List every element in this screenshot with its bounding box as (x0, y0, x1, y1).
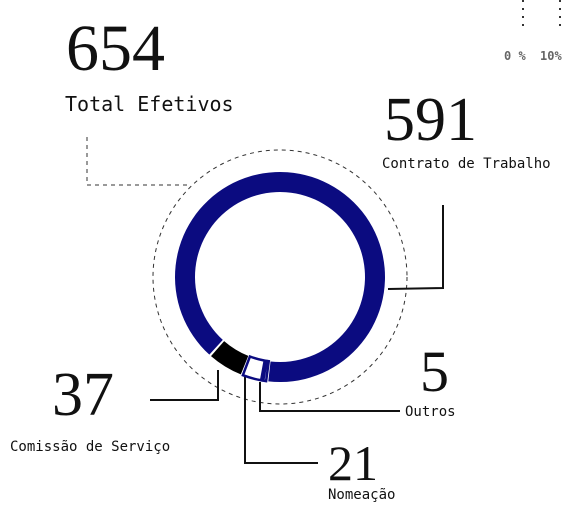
donut-segment (175, 172, 385, 383)
value-label: 5 (420, 339, 449, 404)
value-label: 21 (328, 435, 378, 491)
leader-line (387, 205, 444, 290)
category-label: Nomeação (328, 487, 395, 503)
leader-line (150, 370, 219, 401)
category-label: Comissão de Serviço (10, 439, 170, 455)
total-label: Total Efetivos (65, 92, 234, 116)
donut-segment (241, 354, 267, 382)
value-label: 591 (384, 86, 477, 154)
outer-ring (152, 149, 408, 405)
total-value: 654 (66, 12, 165, 85)
leader-line (86, 137, 190, 186)
scale-label: 0 % (504, 49, 526, 63)
donut-segment (261, 359, 271, 383)
donut-segment (211, 341, 249, 375)
leader-line (244, 375, 318, 464)
category-label: Contrato de Trabalho (382, 156, 551, 172)
value-label: 37 (52, 361, 114, 429)
leader-line (259, 382, 400, 412)
category-label: Outros (405, 404, 456, 420)
scale-label: 10% (540, 49, 562, 63)
